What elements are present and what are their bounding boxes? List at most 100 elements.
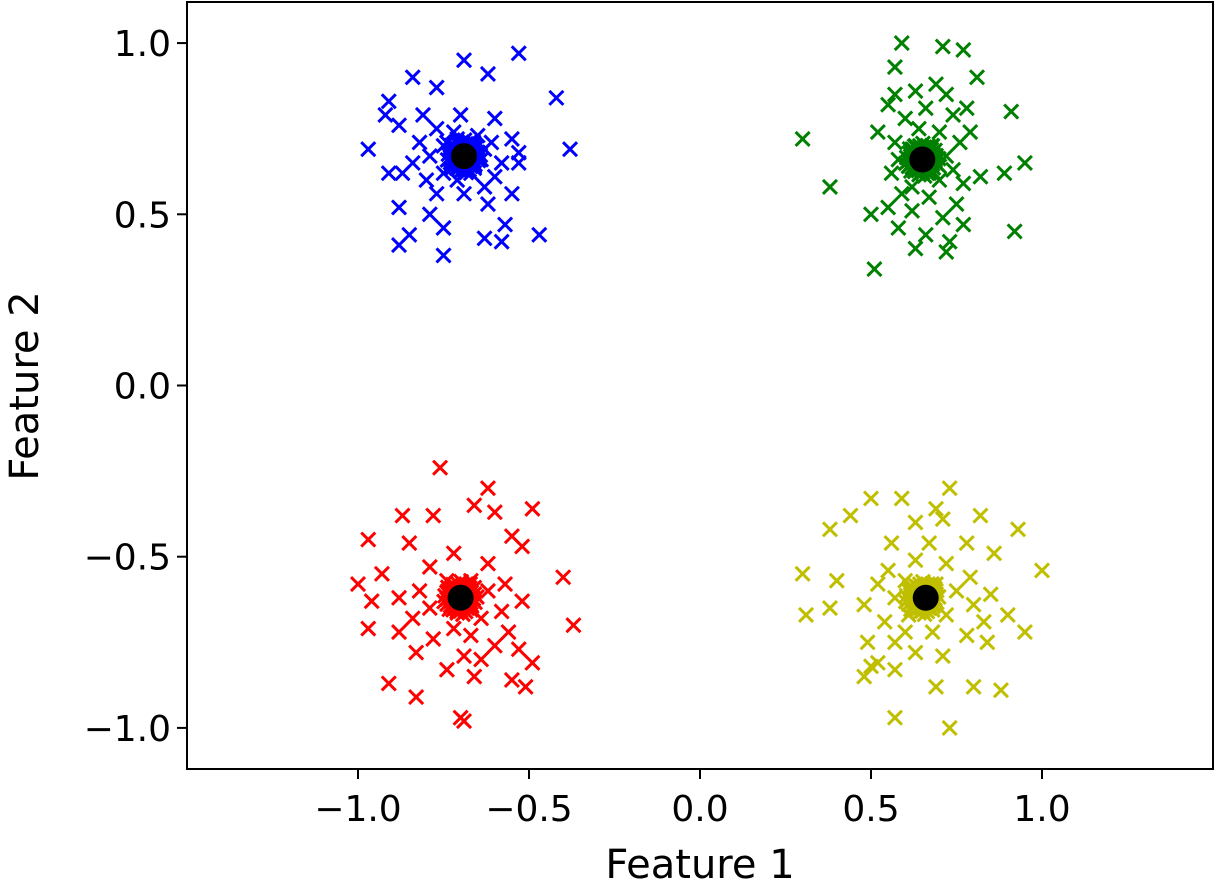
data-point-0: [411, 134, 428, 151]
data-point-0: [404, 69, 421, 86]
data-point-3: [886, 709, 904, 726]
centroid-marker: [912, 584, 939, 611]
data-point-2: [425, 630, 442, 647]
x-tick-label: 0.0: [671, 789, 728, 830]
data-point-1: [938, 86, 955, 103]
data-point-0: [510, 45, 527, 62]
data-point-3: [797, 606, 815, 623]
data-point-2: [493, 603, 510, 620]
data-point-1: [934, 209, 951, 226]
data-point-0: [503, 130, 520, 148]
data-point-2: [349, 576, 367, 593]
data-point-1: [941, 233, 958, 250]
data-point-3: [856, 596, 873, 613]
data-point-0: [418, 171, 435, 189]
data-point-2: [421, 600, 438, 617]
x-axis-label: Feature 1: [605, 842, 794, 884]
data-point-1: [934, 38, 951, 55]
data-point-2: [408, 689, 425, 706]
data-point-1: [931, 124, 948, 141]
data-point-0: [390, 117, 408, 134]
data-point-2: [363, 593, 380, 610]
data-point-0: [435, 247, 452, 264]
data-point-3: [876, 613, 893, 630]
data-point-3: [941, 719, 958, 736]
data-point-3: [880, 562, 897, 579]
data-point-1: [951, 134, 968, 151]
data-point-1: [972, 168, 989, 185]
data-point-1: [880, 96, 897, 113]
data-point-3: [938, 606, 955, 623]
data-point-2: [425, 507, 442, 524]
data-point-3: [893, 490, 910, 507]
y-tick-label: −0.5: [84, 538, 171, 579]
data-point-2: [360, 531, 377, 548]
data-point-3: [927, 678, 945, 695]
y-tick-label: 0.0: [114, 367, 171, 408]
centroid-marker: [447, 584, 474, 611]
data-point-1: [996, 165, 1013, 182]
data-point-0: [421, 148, 438, 165]
data-point-3: [958, 534, 975, 552]
data-point-0: [510, 154, 527, 171]
data-point-1: [886, 134, 904, 151]
data-point-3: [856, 668, 873, 685]
data-point-2: [555, 569, 572, 586]
data-point-0: [414, 106, 432, 124]
data-point-3: [972, 507, 989, 524]
data-point-2: [408, 644, 425, 661]
data-point-2: [380, 675, 397, 692]
data-point-1: [910, 120, 927, 137]
data-point-1: [886, 58, 904, 76]
data-point-0: [428, 120, 445, 137]
data-point-0: [455, 185, 473, 202]
data-point-1: [880, 199, 897, 216]
data-point-0: [435, 219, 452, 237]
data-point-1: [945, 106, 962, 124]
data-point-3: [992, 682, 1010, 699]
data-point-0: [428, 79, 445, 96]
data-point-3: [821, 521, 839, 538]
data-point-0: [493, 233, 510, 250]
data-point-1: [903, 178, 921, 195]
data-point-1: [883, 165, 900, 182]
data-point-2: [421, 558, 438, 576]
data-point-2: [500, 623, 517, 641]
centroid-marker: [909, 146, 936, 173]
data-point-3: [886, 661, 904, 678]
data-point-2: [360, 620, 377, 637]
data-point-2: [479, 555, 497, 572]
data-point-2: [455, 647, 473, 665]
data-point-2: [373, 565, 391, 582]
data-point-1: [903, 202, 921, 219]
data-point-2: [486, 504, 503, 521]
data-point-3: [907, 514, 924, 531]
data-point-3: [938, 555, 955, 572]
data-point-2: [466, 497, 483, 514]
data-point-3: [794, 565, 811, 582]
data-point-2: [473, 651, 490, 668]
data-point-2: [404, 610, 421, 627]
data-point-1: [821, 178, 839, 195]
data-point-3: [869, 576, 886, 593]
data-point-2: [514, 593, 531, 610]
data-point-2: [401, 534, 418, 552]
y-tick-label: 0.5: [114, 195, 171, 236]
data-point-0: [503, 185, 520, 202]
data-point-1: [794, 130, 811, 148]
data-point-1: [907, 240, 924, 257]
data-point-0: [548, 89, 565, 106]
data-point-3: [986, 545, 1003, 562]
data-point-2: [517, 678, 534, 695]
data-point-0: [390, 199, 408, 216]
data-point-3: [921, 534, 938, 552]
data-point-2: [486, 637, 503, 654]
data-point-3: [927, 500, 945, 517]
data-point-3: [1033, 562, 1051, 579]
data-point-2: [432, 459, 449, 476]
data-point-0: [486, 110, 503, 127]
data-point-3: [958, 627, 975, 644]
data-point-0: [531, 226, 548, 243]
